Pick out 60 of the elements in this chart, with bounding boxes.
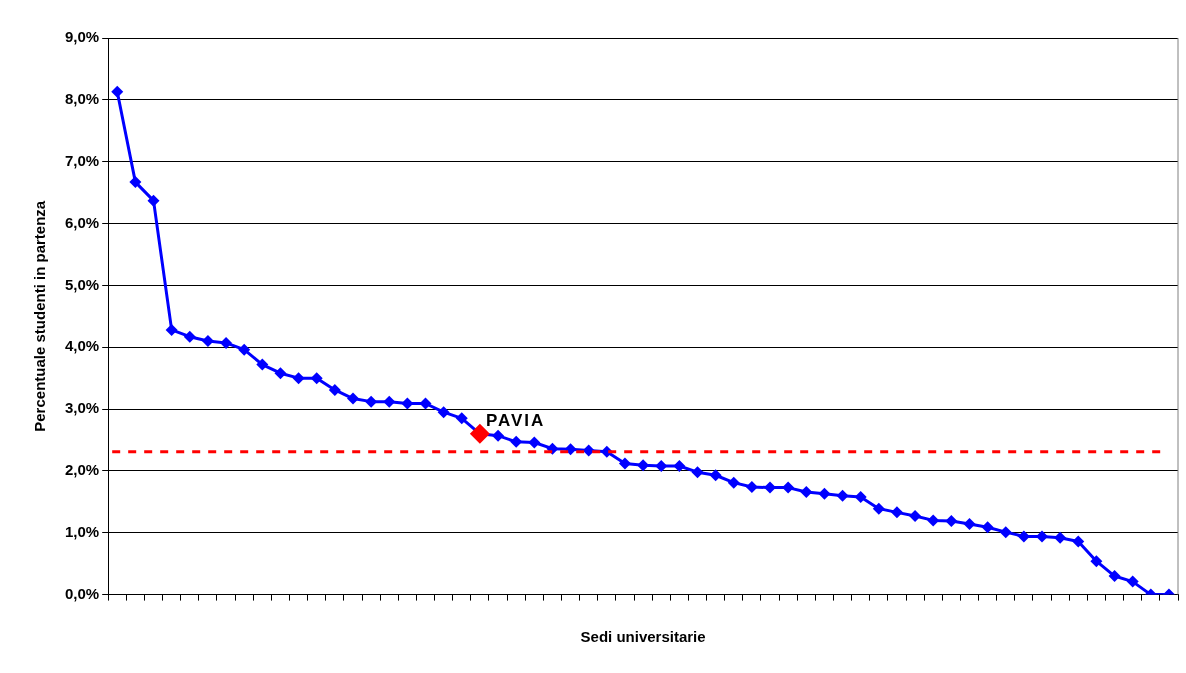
y-tick-label: 0,0% (64, 584, 100, 602)
point (292, 372, 305, 385)
point (999, 526, 1012, 539)
point (328, 383, 341, 396)
point (673, 459, 686, 472)
y-tick-label: 2,0% (64, 461, 100, 479)
point (437, 406, 450, 419)
point (1090, 555, 1103, 568)
point (709, 469, 722, 482)
point (727, 476, 740, 489)
point (1036, 530, 1049, 543)
point (346, 392, 359, 405)
y-tick-label: 7,0% (64, 151, 100, 169)
point (909, 510, 922, 523)
point (310, 372, 323, 385)
y-axis-title: Percentuale studenti in partenza (31, 200, 49, 432)
point (129, 176, 142, 189)
point (220, 336, 233, 349)
point (818, 487, 831, 500)
annotation: PAVIA (485, 410, 546, 430)
point (455, 412, 468, 425)
point (492, 429, 505, 442)
y-tick-label: 9,0% (64, 28, 100, 46)
y-tick-label: 5,0% (64, 275, 100, 293)
point (165, 323, 178, 336)
point (836, 489, 849, 502)
point (564, 443, 577, 456)
point (945, 515, 958, 528)
point (256, 358, 269, 371)
point (528, 436, 541, 449)
y-tick-label: 1,0% (64, 522, 100, 540)
point (238, 343, 251, 356)
point (510, 435, 523, 448)
point (1126, 575, 1139, 588)
point (890, 506, 903, 519)
point (854, 490, 867, 503)
point (927, 514, 940, 527)
y-tick-label: 3,0% (64, 399, 100, 417)
point (1072, 535, 1085, 548)
y-tick-label: 6,0% (64, 213, 100, 231)
point (1054, 531, 1067, 544)
point (963, 518, 976, 531)
point (800, 485, 813, 498)
y-tick-label: 8,0% (64, 89, 100, 107)
point (111, 85, 124, 98)
point (782, 481, 795, 494)
x-axis-title: Sedi universitarie (580, 628, 706, 646)
point (745, 480, 758, 493)
point (147, 194, 160, 207)
point (274, 367, 287, 380)
point (872, 502, 885, 515)
point (1017, 530, 1030, 543)
point (183, 330, 196, 343)
point (201, 335, 214, 348)
y-tick-label: 4,0% (64, 337, 100, 355)
point (618, 457, 631, 470)
point (1108, 570, 1121, 583)
point (383, 395, 396, 408)
point (691, 466, 704, 479)
point (981, 521, 994, 534)
